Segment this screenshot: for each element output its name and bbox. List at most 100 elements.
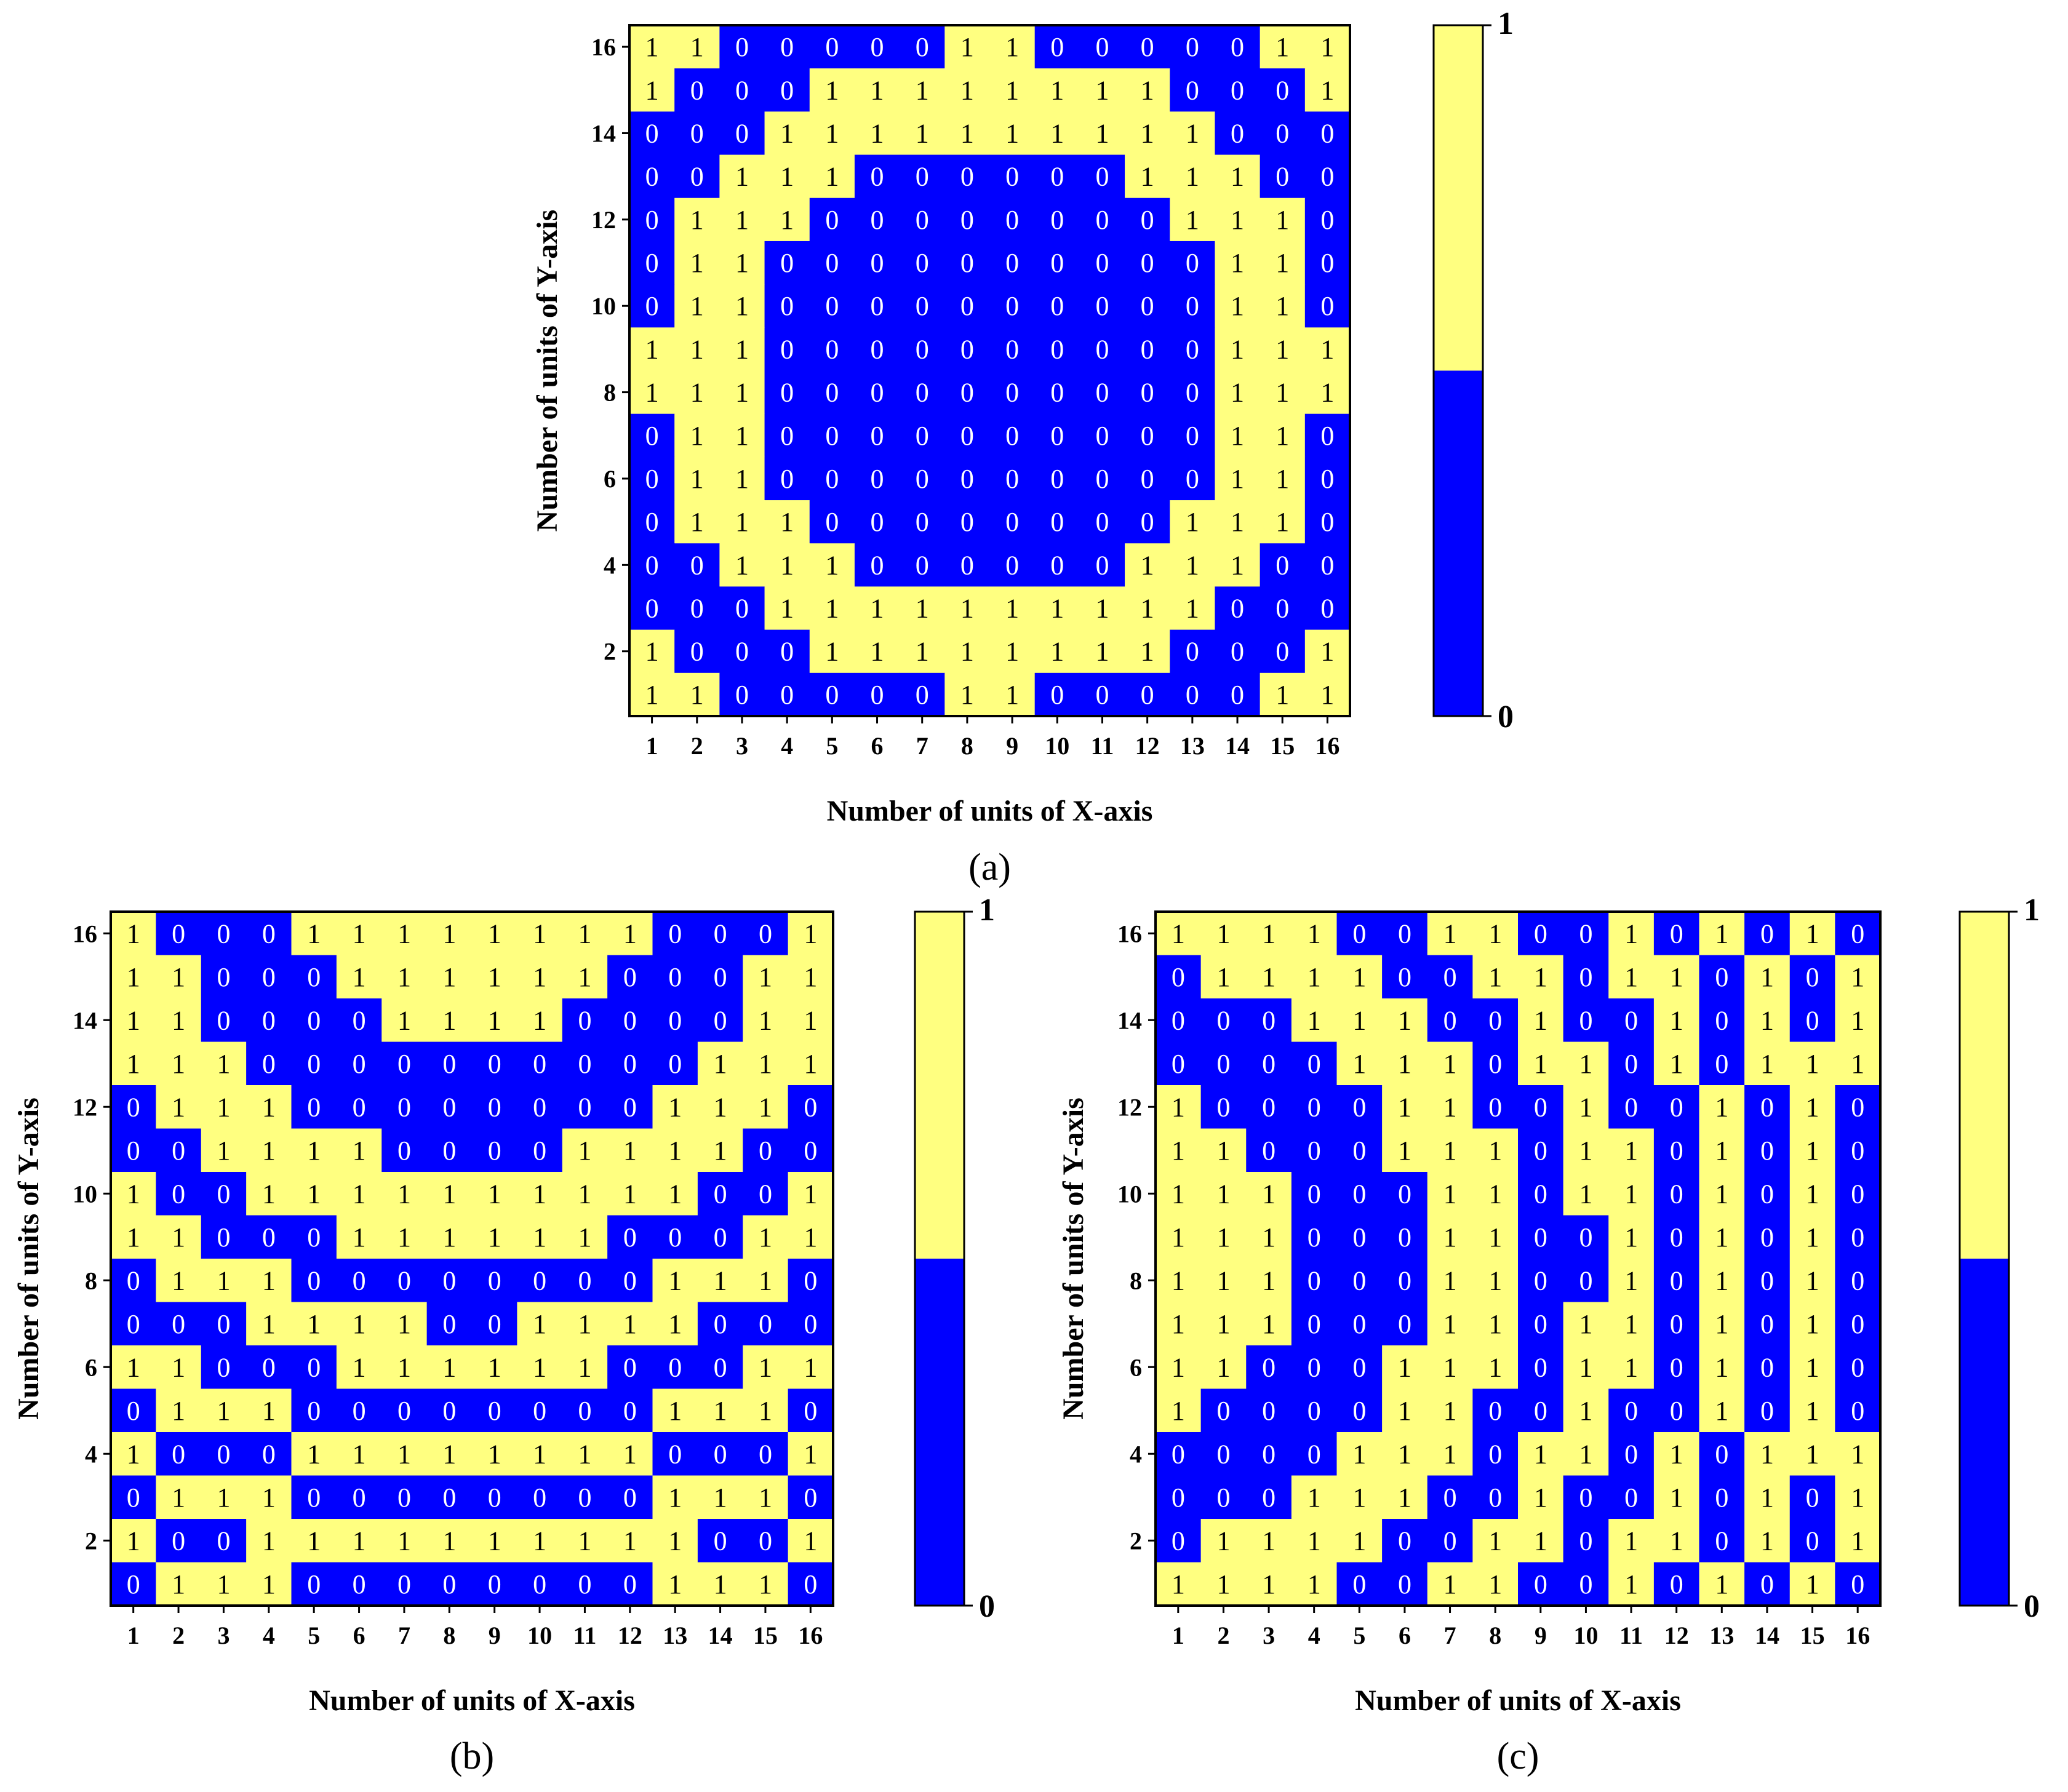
- heatmap-cell: [517, 1172, 563, 1216]
- heatmap-cell: [809, 586, 855, 631]
- heatmap-cell-label: 0: [307, 1569, 321, 1599]
- heatmap-cell-label: 1: [735, 162, 749, 192]
- heatmap-cell-label: 0: [871, 680, 884, 710]
- heatmap-cell: [1699, 955, 1745, 999]
- colorbar-segment-one: [1960, 912, 2009, 1259]
- heatmap-cell-label: 0: [1186, 464, 1199, 494]
- heatmap-cell-label: 1: [353, 1222, 366, 1252]
- heatmap-cell: [156, 1302, 202, 1346]
- y-tick-label: 12: [73, 1093, 97, 1121]
- heatmap-cell: [989, 111, 1036, 156]
- heatmap-cell-label: 0: [668, 1439, 682, 1469]
- heatmap-cell-label: 0: [1579, 1222, 1592, 1252]
- heatmap-cell-label: 1: [1216, 1265, 1230, 1296]
- heatmap-cell-label: 0: [780, 378, 794, 408]
- heatmap-cell: [1608, 998, 1655, 1042]
- heatmap-cell-label: 0: [1231, 118, 1244, 148]
- heatmap-cell-label: 1: [1186, 507, 1199, 537]
- heatmap-cell: [1563, 1128, 1609, 1173]
- heatmap-cell: [1215, 25, 1261, 69]
- heatmap-cell: [381, 998, 428, 1042]
- heatmap-cell: [472, 912, 517, 955]
- heatmap-cell-label: 0: [1216, 1396, 1230, 1426]
- heatmap-cell: [900, 111, 945, 156]
- colorbar-segment-zero: [915, 1259, 964, 1606]
- heatmap-cell: [1125, 68, 1170, 112]
- heatmap-cell-label: 0: [578, 1049, 591, 1079]
- heatmap-cell-label: 0: [780, 464, 794, 494]
- heatmap-cell: [1789, 1172, 1835, 1216]
- heatmap-cell: [697, 1432, 743, 1476]
- heatmap-cell: [1170, 629, 1215, 674]
- heatmap-cell: [517, 1259, 563, 1302]
- heatmap-cell-label: 1: [127, 1526, 140, 1556]
- heatmap-cell-label: 0: [1443, 1005, 1457, 1035]
- heatmap-cell: [1246, 1085, 1292, 1129]
- heatmap-cell: [1156, 1562, 1202, 1606]
- heatmap-cell: [1170, 68, 1215, 112]
- heatmap-cell-label: 1: [825, 550, 839, 580]
- x-axis-title: Number of units of X-axis: [1355, 1684, 1681, 1717]
- heatmap-cell: [336, 1562, 382, 1606]
- heatmap-cell: [1200, 1085, 1247, 1129]
- heatmap-cell-label: 1: [442, 1439, 456, 1469]
- heatmap-cell: [697, 1345, 743, 1389]
- heatmap-cell-label: 1: [217, 1569, 230, 1599]
- heatmap-cell: [426, 1388, 473, 1433]
- heatmap-cell: [1472, 1519, 1519, 1563]
- heatmap-cell-label: 1: [488, 918, 501, 949]
- heatmap-cell-label: 1: [714, 1049, 727, 1079]
- heatmap-cell-label: 0: [1005, 291, 1019, 321]
- heatmap-cell-label: 0: [1851, 918, 1864, 949]
- heatmap-cell-label: 0: [217, 1352, 230, 1382]
- heatmap-cell: [1835, 1172, 1881, 1216]
- heatmap-cell-label: 0: [127, 1396, 140, 1426]
- heatmap-cell: [788, 1345, 834, 1389]
- heatmap-cell: [1170, 672, 1215, 717]
- heatmap-cell-label: 1: [1579, 1352, 1592, 1382]
- heatmap-cell-label: 1: [645, 637, 659, 667]
- heatmap-cell-label: 0: [1352, 1222, 1366, 1252]
- heatmap-cell-label: 1: [1715, 1352, 1728, 1382]
- heatmap-cell: [652, 1041, 698, 1086]
- heatmap-cell-label: 1: [1806, 918, 1819, 949]
- heatmap-cell: [1382, 1562, 1428, 1606]
- heatmap-cell-label: 0: [172, 1179, 185, 1209]
- heatmap-cell: [111, 1172, 156, 1216]
- heatmap-cell-label: 0: [1216, 1439, 1230, 1469]
- heatmap-cell: [743, 1215, 789, 1259]
- heatmap-cell-label: 0: [960, 421, 974, 451]
- heatmap-cell: [201, 1215, 247, 1259]
- heatmap-cell: [1744, 1259, 1791, 1302]
- x-tick-label: 5: [1353, 1622, 1365, 1649]
- heatmap-cell: [1034, 154, 1080, 199]
- heatmap-cell-label: 0: [623, 1049, 637, 1079]
- heatmap-cell: [246, 1302, 292, 1346]
- heatmap-cell-label: 0: [1534, 1569, 1547, 1599]
- heatmap-cell: [1215, 284, 1261, 328]
- heatmap-cell-label: 0: [1534, 1136, 1547, 1166]
- heatmap-cell: [1125, 370, 1170, 415]
- heatmap-cell-label: 0: [1398, 1179, 1411, 1209]
- heatmap-cell: [1079, 197, 1125, 242]
- heatmap-cell: [1200, 1128, 1247, 1173]
- heatmap-cell-label: 0: [690, 118, 704, 148]
- heatmap-cell-label: 1: [1443, 1352, 1457, 1382]
- heatmap-cell-label: 0: [578, 1569, 591, 1599]
- heatmap-cell: [111, 998, 156, 1042]
- heatmap-cell: [1699, 1085, 1745, 1129]
- heatmap-cell: [743, 955, 789, 999]
- heatmap-cell: [1291, 1215, 1337, 1259]
- x-tick-label: 1: [1172, 1622, 1184, 1649]
- heatmap-cell-label: 0: [1760, 1136, 1774, 1166]
- x-tick-label: 8: [961, 732, 973, 760]
- heatmap-cell-label: 1: [307, 1309, 321, 1339]
- heatmap-cell: [989, 500, 1036, 544]
- heatmap-cell: [426, 1519, 473, 1563]
- heatmap-cell-label: 1: [578, 1179, 591, 1209]
- heatmap-cell: [764, 672, 810, 717]
- heatmap-cell-label: 0: [353, 1569, 366, 1599]
- heatmap-cell-label: 1: [1443, 1136, 1457, 1166]
- heatmap-cell-label: 0: [1624, 1049, 1638, 1079]
- heatmap-cell: [607, 1302, 653, 1346]
